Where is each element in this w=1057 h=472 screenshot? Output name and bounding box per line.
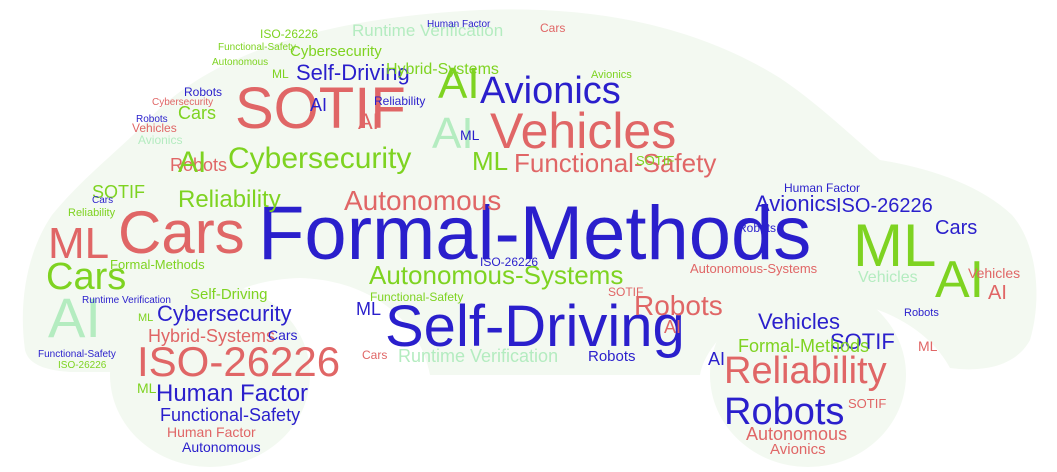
word-cars-large: Cars [118,199,245,266]
word-ml-lower-center: ML [356,299,382,319]
word-hybrid-left-wheel: Hybrid-Systems [148,326,276,346]
word-autonomous-left-wheel: Autonomous [182,439,261,455]
word-iso-bottom-left: ISO-26226 [58,360,107,371]
word-cars-small-top: Cars [540,21,566,35]
word-robots-small: Robots [184,85,223,99]
word-ml-right: ML [853,212,937,279]
word-sotif-lower-mid: SOTIF [608,285,644,299]
word-avionics-top: Avionics [480,70,621,112]
word-sotif-small-mid: SOTIF [636,153,675,168]
word-cybersecurity-top: Cybersecurity [290,43,382,60]
car-body-shape [22,9,1037,375]
word-human-factor-small: Human Factor [427,19,491,30]
word-reliability-left: Reliability [178,186,281,213]
word-functional-safety-topleft: Functional-Safety [218,42,296,53]
word-ml-small-mid: ML [460,127,480,143]
word-vehicles-right-wheel: Vehicles [758,309,840,334]
word-avionics-small-2: Avionics [138,133,183,147]
word-ai-lower-right: AI [664,317,682,337]
word-ai-right: AI [935,251,985,309]
word-autonomous-mid: Autonomous [344,185,502,216]
word-cars-right: Cars [935,217,978,239]
word-avionics-small: Avionics [591,69,632,81]
word-ml-right-edge: ML [918,338,938,354]
word-ai-small-mid-2: AI [358,109,379,134]
word-functional-safety-bottom-left: Functional-Safety [38,349,116,360]
word-autonomous-systems-right: Autonomous-Systems [690,261,818,276]
word-formal-methods: Formal-Methods [258,191,812,276]
word-ai-center-2: AI [432,109,474,158]
word-runtime-left-wheel-lower: Runtime Verification [82,295,171,306]
word-vehicles-large: Vehicles [490,103,677,159]
word-ai-right-wheel: AI [708,349,726,369]
word-robots-upper: Robots [170,155,228,175]
word-autonomous-right-wheel: Autonomous [746,424,848,444]
word-sotif-left: SOTIF [92,182,145,202]
word-avionics-right-wheel: Avionics [770,441,826,458]
word-runtime-center: Runtime Verification [398,346,559,366]
word-human-factor-right: Human Factor [784,181,861,195]
word-ai-right-edge: AI [988,282,1007,304]
word-functional-safety-left-wheel: Functional-Safety [160,405,301,425]
word-iso-small-top: ISO-26226 [260,27,319,41]
word-ai-left-bottom: AI [48,286,101,349]
word-cars-small-left: Cars [92,195,114,206]
word-robots-small-right: Robots [738,221,777,235]
word-vehicles-right-mid: Vehicles [858,269,918,286]
word-cars-lower-mid: Cars [362,348,388,362]
word-runtime-top: Runtime Verification [352,21,504,40]
word-sotif-large: SOTIF [235,76,406,141]
word-ai-small-mid: AI [310,95,328,115]
word-reliability-top: Reliability [374,94,426,108]
word-avionics-right: Avionics [755,191,837,216]
word-cars-left-lower: Cars [46,256,127,298]
word-iso-left-wheel: ISO-26226 [137,338,341,385]
word-ai-left-mid: AI [178,146,207,179]
word-iso-right: ISO-26226 [836,195,933,217]
word-ai-top-center: AI [438,59,480,108]
word-vehicles-small-left: Vehicles [132,121,177,135]
word-cybersecurity-left-wheel: Cybersecurity [157,301,292,326]
word-sotif-small-right: SOTIF [848,396,887,411]
word-reliability-small-left: Reliability [68,207,116,219]
word-ml-left: ML [48,219,110,268]
word-robots-right-wheel: Robots [724,391,845,433]
word-human-factor-left-wheel-2: Human Factor [167,424,256,440]
word-vehicles-lower-right: Vehicles [968,265,1021,281]
word-ml-center: ML [472,146,509,176]
right-wheel-shape [710,283,906,467]
word-cybersecurity-mid: Cybersecurity [228,142,412,175]
word-cars-upper: Cars [178,103,217,123]
word-autonomous-systems: Autonomous-Systems [369,260,624,290]
word-formal-methods-left: Formal-Methods [110,257,205,272]
word-cybersecurity-small: Cybersecurity [152,97,214,108]
word-functional-safety-mid: Functional-Safety [370,290,464,304]
left-wheel-shape [110,283,310,467]
word-self-driving-top: Self-Driving [296,60,410,85]
word-robots-right-edge: Robots [904,307,939,319]
word-ml-top: ML [272,67,289,81]
word-robots-lower: Robots [588,348,636,365]
word-sotif-right-wheel: SOTIF [830,329,895,354]
word-hybrid-top: Hybrid-Systems [386,61,499,78]
word-human-factor-left-wheel: Human Factor [156,380,309,407]
word-ml-left-wheel: ML [137,380,157,396]
word-iso-center: ISO-26226 [480,255,539,269]
word-self-driving-large: Self-Driving [385,294,685,359]
word-ml-lower-left: ML [138,312,154,324]
word-autonomous-topleft: Autonomous [212,57,269,68]
word-reliability-right-wheel: Reliability [724,350,887,392]
word-formal-methods-right-wheel: Formal-Methods [738,336,870,356]
word-self-driving-left-wheel: Self-Driving [190,286,268,303]
word-functional-safety-top: Functional-Safety [514,148,717,178]
word-robots-topleft: Robots [136,114,168,125]
word-robots-center: Robots [634,290,723,321]
word-cars-left-wheel: Cars [268,327,298,343]
